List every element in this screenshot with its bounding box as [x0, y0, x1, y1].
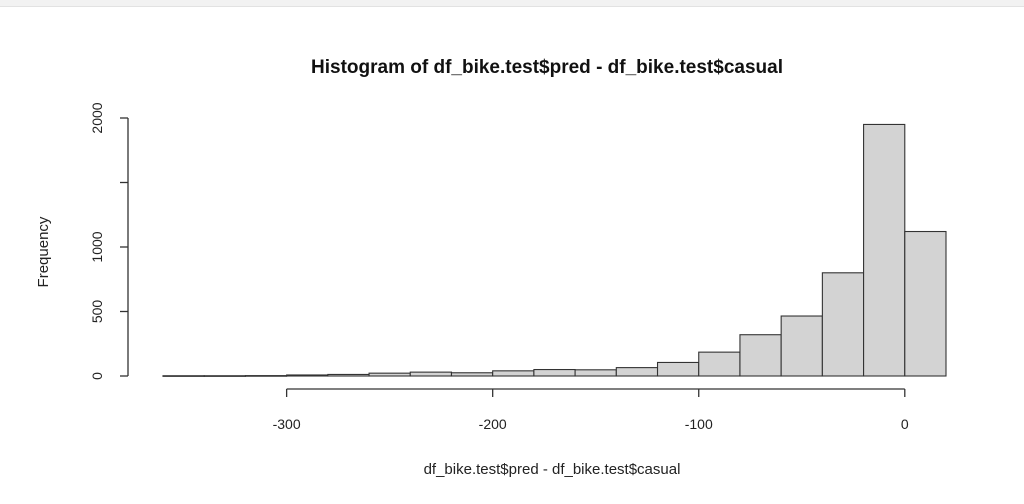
- x-tick-label: -300: [273, 416, 301, 432]
- y-axis-label: Frequency: [35, 216, 52, 287]
- chart-title: Histogram of df_bike.test$pred - df_bike…: [311, 57, 783, 78]
- histogram-bar-16: [780, 315, 823, 377]
- histogram-bar-5: [327, 373, 370, 377]
- histogram-bar-11: [574, 369, 617, 377]
- histogram-bar-12: [615, 367, 659, 377]
- histogram-bar-18: [863, 123, 906, 377]
- y-tick-label: 2000: [89, 102, 105, 133]
- histogram-bar-3: [244, 375, 288, 377]
- x-tick-label: 0: [901, 416, 909, 432]
- histogram-bar-17: [821, 272, 865, 377]
- bars-group: [162, 123, 947, 377]
- window-top-bar: [0, 0, 1024, 7]
- y-tick-label: 500: [89, 300, 105, 324]
- y-tick-label: 1000: [89, 231, 105, 262]
- histogram-bar-8: [450, 372, 494, 377]
- histogram-bar-19: [904, 230, 947, 377]
- x-tick-label: -200: [479, 416, 507, 432]
- histogram-bar-2: [203, 375, 246, 377]
- y-tick-label: 0: [89, 372, 105, 380]
- x-axis-label: df_bike.test$pred - df_bike.test$casual: [424, 461, 681, 478]
- y-axis: 0 500 1000 2000: [89, 102, 129, 380]
- histogram-bar-6: [368, 372, 411, 377]
- histogram-bar-13: [656, 361, 700, 377]
- histogram-bar-14: [698, 351, 741, 377]
- histogram-bar-10: [533, 368, 576, 377]
- x-axis: -300 -200 -100 0: [273, 388, 909, 432]
- x-tick-label: -100: [685, 416, 713, 432]
- histogram-bar-9: [492, 370, 535, 377]
- histogram-bar-15: [739, 334, 782, 377]
- histogram-bar-1: [162, 375, 205, 377]
- histogram-bar-7: [409, 371, 453, 377]
- histogram-bar-4: [286, 374, 329, 377]
